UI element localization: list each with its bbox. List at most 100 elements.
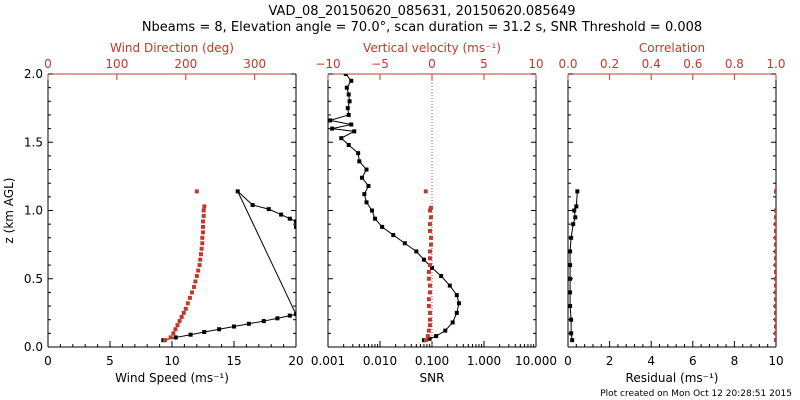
secondary-data-point	[427, 208, 432, 213]
data-point	[294, 224, 296, 229]
secondary-data-point	[428, 205, 433, 210]
data-point	[454, 310, 459, 315]
secondary-data-point	[201, 208, 206, 213]
secondary-data-point	[201, 230, 205, 235]
secondary-data-point	[774, 297, 776, 302]
secondary-data-point	[173, 327, 178, 332]
secondary-data-point	[774, 331, 776, 336]
secondary-data-point	[774, 249, 776, 254]
top-x-tick-label: 100	[105, 57, 128, 71]
data-point	[235, 189, 240, 194]
x-axis-label: Wind Speed (ms⁻¹)	[115, 371, 229, 385]
data-point	[294, 312, 296, 317]
data-point	[217, 327, 222, 332]
secondary-data-point	[175, 323, 180, 328]
secondary-data-point	[187, 295, 192, 300]
secondary-data-point	[427, 263, 432, 268]
secondary-data-point	[774, 235, 776, 240]
secondary-data-point	[193, 279, 198, 284]
secondary-data-point	[774, 269, 776, 274]
data-point	[328, 118, 333, 123]
data-point	[287, 216, 292, 221]
data-point	[188, 332, 193, 337]
secondary-data-point	[163, 338, 168, 343]
secondary-data-point	[183, 306, 188, 311]
data-point	[346, 92, 351, 97]
secondary-data-point	[427, 228, 432, 233]
secondary-data-point	[774, 263, 776, 268]
secondary-data-point	[192, 284, 197, 289]
secondary-data-point	[774, 304, 776, 309]
x-tick-label: 0.100	[415, 354, 449, 368]
secondary-data-point	[427, 249, 432, 254]
y-tick-label: 0.0	[24, 340, 43, 354]
secondary-data-point	[774, 242, 776, 247]
data-point	[287, 313, 292, 318]
secondary-data-point	[427, 283, 432, 288]
data-point	[202, 329, 207, 334]
top-x-tick-label: 0.6	[683, 57, 702, 71]
data-point	[454, 293, 459, 298]
data-point	[359, 175, 364, 180]
top-x-axis-label: Correlation	[639, 41, 705, 55]
secondary-data-point	[199, 246, 204, 251]
secondary-data-point	[426, 328, 431, 333]
secondary-data-point	[201, 224, 205, 229]
data-point	[294, 219, 296, 224]
data-point	[443, 328, 448, 333]
data-point	[173, 335, 178, 340]
secondary-data-point	[200, 235, 205, 240]
secondary-data-point	[426, 297, 431, 302]
secondary-data-point	[181, 310, 186, 315]
x-tick-label: 0.001	[311, 354, 345, 368]
y-tick-label: 2.0	[24, 67, 43, 81]
secondary-data-point	[774, 256, 776, 261]
secondary-data-point	[425, 334, 430, 339]
data-point	[402, 241, 407, 246]
top-x-tick-label: 0.4	[642, 57, 661, 71]
data-point	[372, 216, 377, 221]
data-point	[364, 200, 369, 205]
secondary-data-point	[774, 208, 776, 213]
data-point	[364, 167, 369, 172]
secondary-data-point	[427, 256, 432, 261]
data-point	[569, 235, 574, 240]
series-2	[423, 189, 433, 343]
x-tick-label: 0.010	[363, 354, 397, 368]
data-point	[349, 78, 354, 83]
data-point	[456, 301, 461, 306]
data-point	[391, 233, 396, 238]
secondary-data-point	[774, 283, 776, 288]
secondary-data-point	[774, 324, 776, 329]
top-x-tick-label: 1.0	[766, 57, 785, 71]
data-point	[347, 99, 352, 104]
secondary-data-point	[774, 222, 776, 227]
secondary-data-point	[774, 276, 776, 281]
data-point	[430, 265, 434, 270]
top-x-tick-label: 5	[480, 57, 488, 71]
data-point	[344, 85, 349, 90]
data-point	[343, 74, 348, 76]
secondary-data-point	[201, 219, 205, 224]
data-point	[439, 274, 444, 279]
x-tick-label: 0	[44, 354, 52, 368]
x-tick-label: 10	[164, 354, 179, 368]
data-point	[349, 122, 354, 127]
data-point	[279, 212, 284, 217]
data-point	[568, 263, 573, 268]
data-point	[232, 324, 236, 329]
data-point	[339, 136, 344, 141]
panel-3: 0 2 4 6 8 10 Residual (ms⁻¹) 0.0 0.2 0.4 0.6 0.8 1.0…	[558, 41, 785, 385]
data-point	[352, 129, 357, 134]
secondary-data-point	[774, 215, 776, 220]
top-x-tick-label: 0.2	[600, 57, 619, 71]
data-point	[447, 283, 452, 288]
x-axis-label: Residual (ms⁻¹)	[626, 371, 719, 385]
secondary-data-point	[196, 268, 201, 273]
y-tick-label: 1.5	[24, 135, 43, 149]
series-1	[328, 74, 461, 343]
secondary-data-point	[428, 235, 433, 240]
secondary-data-point	[774, 338, 776, 343]
data-point	[362, 192, 367, 197]
